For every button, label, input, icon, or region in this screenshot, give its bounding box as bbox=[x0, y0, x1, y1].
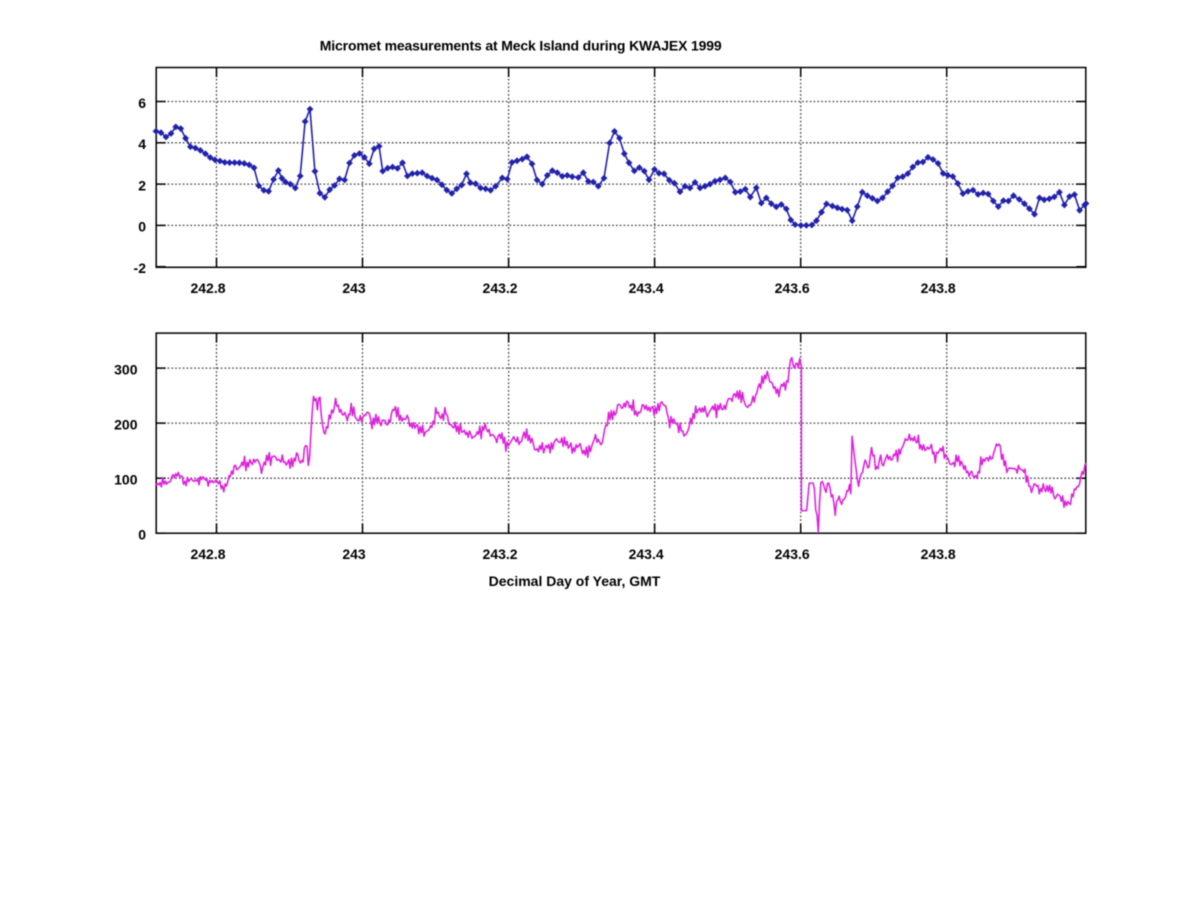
svg-text:243.4: 243.4 bbox=[629, 546, 664, 562]
svg-text:2: 2 bbox=[138, 177, 146, 193]
svg-text:100: 100 bbox=[114, 471, 138, 487]
svg-text:243.2: 243.2 bbox=[483, 280, 518, 296]
svg-text:243.6: 243.6 bbox=[775, 546, 810, 562]
svg-text:300: 300 bbox=[114, 361, 138, 377]
svg-text:0: 0 bbox=[138, 219, 146, 235]
svg-text:0: 0 bbox=[138, 527, 146, 543]
svg-text:242.8: 242.8 bbox=[190, 280, 225, 296]
svg-text:200: 200 bbox=[114, 416, 138, 432]
svg-text:4: 4 bbox=[138, 136, 146, 152]
svg-text:243: 243 bbox=[342, 280, 366, 296]
svg-text:243.8: 243.8 bbox=[921, 546, 956, 562]
svg-text:6: 6 bbox=[138, 95, 146, 111]
svg-text:Micromet measurements at Meck: Micromet measurements at Meck Island dur… bbox=[320, 37, 722, 53]
svg-text:243: 243 bbox=[342, 546, 366, 562]
svg-text:243.6: 243.6 bbox=[775, 280, 810, 296]
svg-text:243.4: 243.4 bbox=[629, 280, 664, 296]
svg-text:243.8: 243.8 bbox=[921, 280, 956, 296]
svg-text:242.8: 242.8 bbox=[190, 546, 225, 562]
svg-text:Decimal Day of Year, GMT: Decimal Day of Year, GMT bbox=[489, 573, 661, 589]
svg-text:-2: -2 bbox=[134, 260, 147, 276]
svg-text:243.2: 243.2 bbox=[483, 546, 518, 562]
